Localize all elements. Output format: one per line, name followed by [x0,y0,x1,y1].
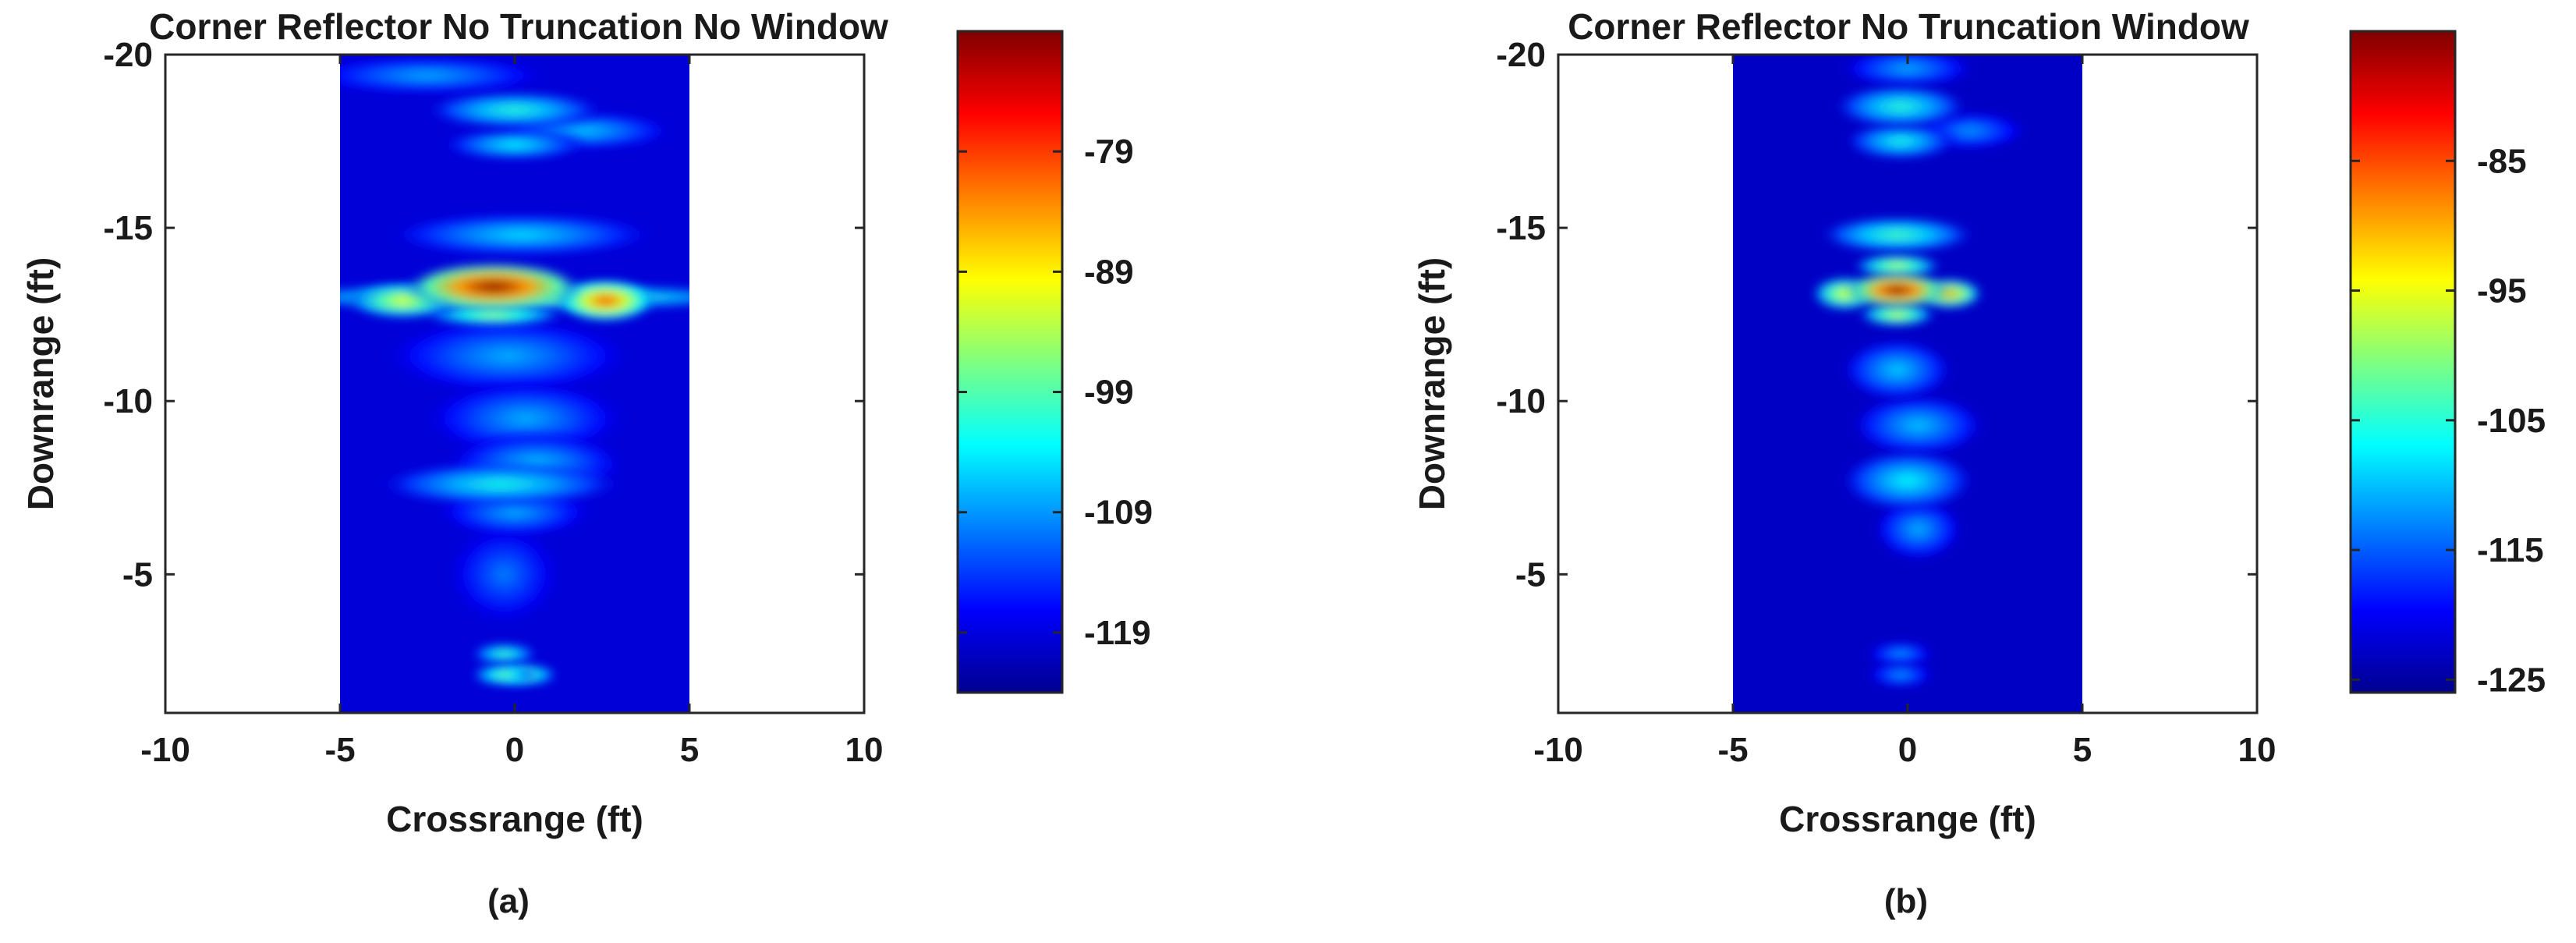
heatmap-blob [1867,662,1935,688]
heatmap-blob [1840,449,1975,512]
colorbar-tick-label: -125 [2477,661,2546,699]
heatmap-blob [1844,122,1957,161]
heatmap-blob [1841,55,1975,87]
x-tick-label: -5 [324,731,355,769]
colorbar-tick-label: -115 [2477,531,2544,569]
heatmap-blob [1847,271,1948,310]
y-tick-label: -20 [1496,36,1546,74]
y-tick-label: -5 [1515,555,1546,594]
chart-title: Corner Reflector No Truncation No Window [149,6,888,47]
heatmap-blob [425,91,604,129]
heatmap-blob [1858,302,1936,328]
y-tick-label: -15 [103,209,153,247]
heatmap-blob [441,129,588,161]
x-tick-label: 0 [505,731,524,769]
heatmap-blob [404,261,583,312]
x-tick-label: 5 [2073,731,2092,769]
y-tick-label: -15 [1496,209,1546,247]
y-tick-label: -10 [103,382,153,420]
panel-a: Corner Reflector No Truncation No Window… [20,6,1153,920]
colorbar-ticks: -85 -95 -105 -115 -125 [2351,142,2546,699]
heatmap-blob [1852,253,1942,278]
x-tick-label: 5 [680,731,699,769]
x-axis-label: Crossrange (ft) [1779,799,2036,839]
x-axis: -10 -5 0 5 10 [1533,55,2276,769]
y-tick-label: -20 [103,36,153,74]
colorbar-tick-label: -119 [1084,614,1151,652]
colorbar-tick-label: -89 [1084,253,1134,291]
heatmap-blob [1819,216,1975,253]
colorbar [2349,30,2457,694]
y-axis-label: Downrange (ft) [1412,257,1452,511]
colorbar-tick-label: -95 [2477,272,2527,310]
colorbar-tick-label: -99 [1084,374,1134,412]
heatmap-blob [387,213,656,257]
panel-caption: (a) [487,882,530,920]
colorbar [956,30,1064,694]
x-axis-label: Crossrange (ft) [386,799,643,839]
heatmap-blob [340,56,551,94]
y-axis: -20 -15 -10 -5 [103,36,864,594]
chart-title: Corner Reflector No Truncation Window [1568,6,2249,47]
heatmap-blob [1851,394,1986,457]
panel-b: Corner Reflector No Truncation Window -1… [1412,6,2546,920]
heatmap-blob [470,663,538,686]
heatmap-blob [448,524,561,625]
heatmap-blob [384,318,631,394]
panel-caption: (b) [1884,882,1928,920]
y-axis: -20 -15 -10 -5 [1496,36,2257,594]
x-axis: -10 -5 0 5 10 [140,55,883,769]
heatmap-area [340,55,689,713]
heatmap-blob [1867,641,1935,667]
x-tick-label: -10 [1533,731,1583,769]
heatmap-blob [1873,498,1963,561]
heatmap-blob [1841,339,1954,402]
x-tick-label: -5 [1717,731,1748,769]
heatmap-blob [470,643,538,665]
x-tick-label: 10 [2238,731,2277,769]
heatmap-area [1733,55,2082,713]
y-axis-label: Downrange (ft) [20,257,61,511]
colorbar-tick-label: -109 [1084,494,1153,532]
heatmap-blob [1834,84,1968,129]
heatmap-blob [377,462,624,506]
colorbar-tick-label: -85 [2477,142,2527,180]
colorbar-tick-label: -105 [2477,402,2546,440]
x-tick-label: 0 [1898,731,1917,769]
x-tick-label: -10 [140,731,190,769]
colorbar-tick-label: -79 [1084,133,1134,171]
y-tick-label: -5 [122,555,153,594]
x-tick-label: 10 [845,731,884,769]
colorbar-ticks: -79 -89 -99 -109 -119 [958,133,1153,652]
y-tick-label: -10 [1496,382,1546,420]
